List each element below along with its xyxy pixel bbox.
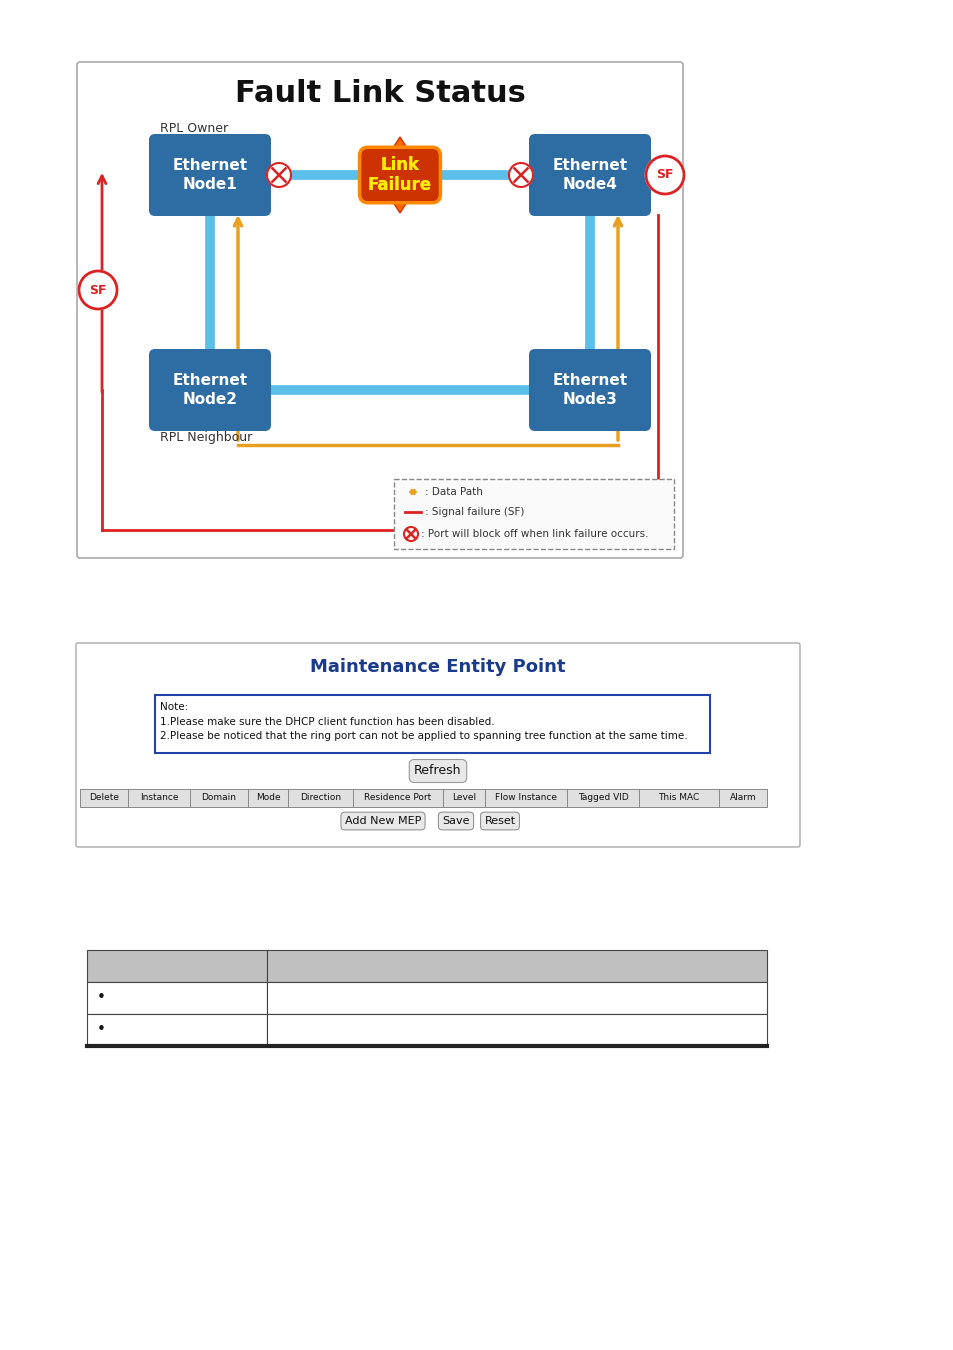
- Text: Mode: Mode: [255, 794, 280, 802]
- FancyBboxPatch shape: [87, 950, 267, 981]
- FancyBboxPatch shape: [529, 350, 650, 431]
- FancyBboxPatch shape: [87, 981, 267, 1014]
- Circle shape: [403, 526, 417, 541]
- FancyBboxPatch shape: [128, 788, 190, 807]
- Circle shape: [645, 157, 683, 194]
- Text: Add New MEP: Add New MEP: [344, 815, 420, 826]
- Text: : Data Path: : Data Path: [424, 487, 482, 497]
- FancyBboxPatch shape: [154, 695, 709, 753]
- Text: Link
Failure: Link Failure: [368, 155, 432, 194]
- FancyBboxPatch shape: [76, 643, 800, 846]
- FancyBboxPatch shape: [87, 1014, 267, 1046]
- FancyBboxPatch shape: [288, 788, 353, 807]
- Text: Note:: Note:: [160, 702, 188, 711]
- Text: Fault Link Status: Fault Link Status: [234, 78, 525, 108]
- Text: Ethernet
Node4: Ethernet Node4: [552, 158, 627, 192]
- Text: Domain: Domain: [201, 794, 236, 802]
- Text: 2.Please be noticed that the ring port can not be applied to spanning tree funct: 2.Please be noticed that the ring port c…: [160, 730, 687, 741]
- Text: RPL Owner: RPL Owner: [160, 122, 228, 135]
- Text: This MAC: This MAC: [658, 794, 699, 802]
- Text: Tagged VID: Tagged VID: [577, 794, 628, 802]
- Text: •: •: [96, 1022, 106, 1038]
- Text: Alarm: Alarm: [729, 794, 756, 802]
- FancyBboxPatch shape: [566, 788, 639, 807]
- Text: SF: SF: [656, 169, 673, 181]
- Text: : Signal failure (SF): : Signal failure (SF): [424, 508, 524, 517]
- FancyBboxPatch shape: [267, 1014, 766, 1046]
- Text: Direction: Direction: [299, 794, 341, 802]
- Text: Link
Failure: Link Failure: [368, 155, 432, 194]
- Polygon shape: [361, 136, 437, 213]
- FancyBboxPatch shape: [190, 788, 248, 807]
- Circle shape: [79, 271, 117, 309]
- Text: Refresh: Refresh: [414, 764, 461, 778]
- FancyBboxPatch shape: [149, 350, 271, 431]
- Text: •: •: [96, 991, 106, 1006]
- FancyBboxPatch shape: [267, 950, 766, 981]
- Text: Ethernet
Node1: Ethernet Node1: [172, 158, 247, 192]
- FancyBboxPatch shape: [394, 479, 673, 549]
- Text: Level: Level: [452, 794, 476, 802]
- Text: Delete: Delete: [89, 794, 119, 802]
- Text: Ethernet
Node2: Ethernet Node2: [172, 373, 247, 406]
- Text: Maintenance Entity Point: Maintenance Entity Point: [310, 657, 565, 676]
- FancyBboxPatch shape: [442, 788, 484, 807]
- Text: Instance: Instance: [139, 794, 178, 802]
- Text: Ethernet
Node3: Ethernet Node3: [552, 373, 627, 406]
- FancyBboxPatch shape: [484, 788, 566, 807]
- FancyBboxPatch shape: [639, 788, 719, 807]
- FancyBboxPatch shape: [77, 62, 682, 558]
- Text: Save: Save: [442, 815, 469, 826]
- Circle shape: [509, 163, 533, 188]
- Text: Residence Port: Residence Port: [364, 794, 431, 802]
- FancyBboxPatch shape: [248, 788, 288, 807]
- FancyBboxPatch shape: [353, 788, 442, 807]
- Circle shape: [267, 163, 291, 188]
- FancyBboxPatch shape: [719, 788, 766, 807]
- Text: SF: SF: [90, 284, 107, 297]
- Text: 1.Please make sure the DHCP client function has been disabled.: 1.Please make sure the DHCP client funct…: [160, 717, 494, 728]
- FancyBboxPatch shape: [529, 134, 650, 216]
- FancyBboxPatch shape: [267, 981, 766, 1014]
- FancyBboxPatch shape: [149, 134, 271, 216]
- Text: : Port will block off when link failure occurs.: : Port will block off when link failure …: [420, 529, 648, 539]
- Text: Reset: Reset: [484, 815, 515, 826]
- Text: RPL Neighbour: RPL Neighbour: [160, 431, 252, 444]
- Text: Flow Instance: Flow Instance: [495, 794, 557, 802]
- FancyBboxPatch shape: [80, 788, 128, 807]
